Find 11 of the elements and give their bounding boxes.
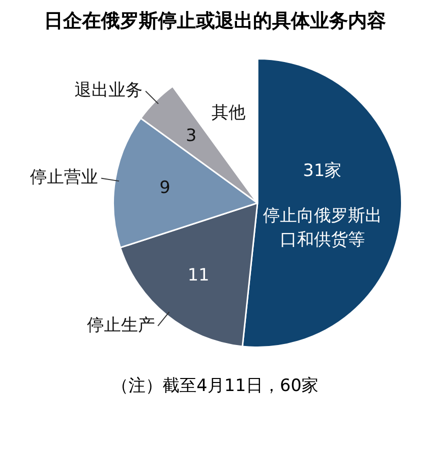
chart-title: 日企在俄罗斯停止或退出的具体业务内容: [43, 9, 387, 34]
data-label: 31家: [303, 160, 342, 181]
text: （注）截至4月11日，60家: [110, 375, 320, 397]
slice-label: 停止营业: [30, 168, 98, 188]
slice-label: 其他: [212, 103, 246, 124]
slice-label: 停止生产: [86, 315, 155, 336]
data-label: 11: [188, 265, 210, 286]
slice-label: 退出业务: [74, 80, 143, 101]
slice-label: 停止向俄罗斯出口和供货等: [262, 206, 382, 250]
data-label: 3: [186, 126, 197, 146]
data-label: 9: [159, 178, 170, 198]
